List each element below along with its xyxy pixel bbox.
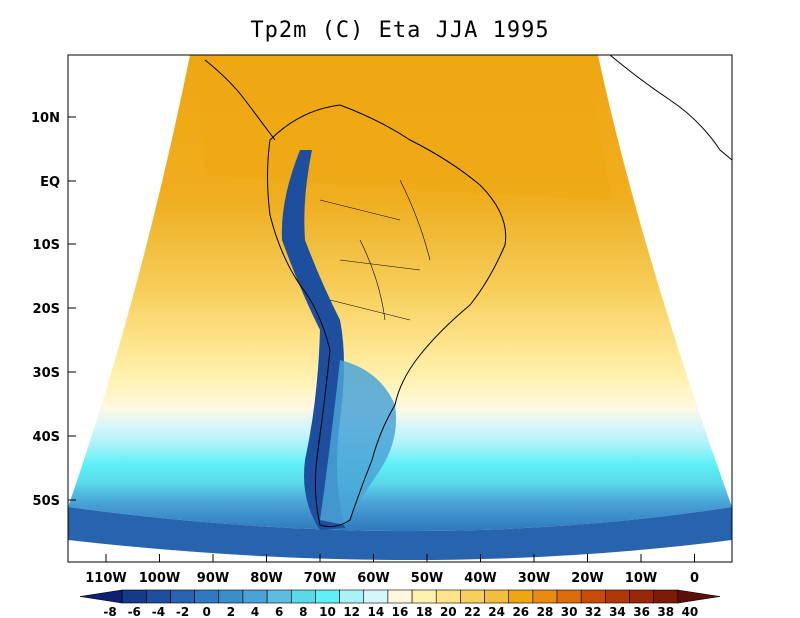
figure-title: Tp2m (C) Eta JJA 1995 bbox=[250, 18, 550, 43]
lon-label: 50W bbox=[411, 571, 443, 586]
lon-label: 70W bbox=[304, 571, 336, 586]
lon-label: 30W bbox=[518, 571, 550, 586]
colorbar-label: 14 bbox=[367, 605, 384, 618]
lat-label: 50S bbox=[33, 494, 60, 509]
colorbar-segment bbox=[79, 589, 123, 604]
colorbar-label: 28 bbox=[537, 605, 554, 618]
lon-label: 10W bbox=[625, 571, 657, 586]
coastlines bbox=[204, 55, 732, 528]
colorbar-label: 10 bbox=[319, 605, 336, 618]
colorbar-segment bbox=[556, 589, 582, 604]
colorbar-segment bbox=[460, 589, 485, 604]
colorbar-label: 2 bbox=[227, 605, 235, 618]
colorbar-label: -6 bbox=[128, 605, 141, 618]
lon-label: 110W bbox=[85, 571, 126, 586]
longitude-axis: 110W 100W 90W 80W 70W 60W 50W 40W 30W 20W 10W 0 bbox=[85, 554, 699, 586]
central-america-outline bbox=[204, 59, 276, 141]
colorbar-segment bbox=[411, 589, 437, 604]
colorbar-label: -8 bbox=[103, 605, 116, 618]
colorbar-segment bbox=[508, 589, 534, 604]
colorbar-segment bbox=[532, 589, 558, 604]
field-andes bbox=[281, 150, 345, 530]
south-america-outline bbox=[267, 104, 507, 528]
field-patagonia bbox=[320, 360, 396, 525]
colorbar-label: 6 bbox=[275, 605, 283, 618]
colorbar-segment bbox=[266, 589, 292, 604]
field-band-south bbox=[68, 507, 732, 560]
lon-label: 100W bbox=[139, 571, 180, 586]
colorbar-segment bbox=[653, 589, 679, 604]
colorbar: -8 -6 -4 -2 0 2 4 6 8 10 12 14 16 18 20 22 24 26 28 30 32 34 3… bbox=[79, 589, 721, 618]
country-borders bbox=[319, 179, 431, 321]
latitude-axis: 10N EQ 10S 20S 30S 40S 50S bbox=[31, 111, 76, 509]
lon-label: 0 bbox=[690, 571, 699, 586]
lat-label: EQ bbox=[40, 175, 60, 190]
lon-label: 20W bbox=[571, 571, 603, 586]
colorbar-segment bbox=[218, 589, 244, 604]
colorbar-label: 4 bbox=[251, 605, 259, 618]
colorbar-label: 22 bbox=[464, 605, 481, 618]
colorbar-label: 38 bbox=[657, 605, 674, 618]
lat-label: 40S bbox=[33, 430, 60, 445]
colorbar-label: 0 bbox=[203, 605, 211, 618]
lon-label: 40W bbox=[464, 571, 496, 586]
lat-label: 20S bbox=[33, 302, 60, 317]
colorbar-segment bbox=[629, 589, 654, 604]
colorbar-label: 16 bbox=[392, 605, 409, 618]
colorbar-label: 30 bbox=[561, 605, 578, 618]
africa-outline bbox=[609, 55, 732, 161]
lon-label: 60W bbox=[357, 571, 389, 586]
colorbar-segment bbox=[194, 589, 220, 604]
colorbar-segment bbox=[146, 589, 171, 604]
colorbar-segment bbox=[435, 589, 461, 604]
colorbar-label: 18 bbox=[416, 605, 433, 618]
colorbar-label: 8 bbox=[299, 605, 307, 618]
colorbar-segment bbox=[677, 589, 721, 604]
colorbar-segment bbox=[580, 589, 606, 604]
colorbar-label: 12 bbox=[343, 605, 360, 618]
colorbar-segment bbox=[387, 589, 413, 604]
colorbar-segment bbox=[121, 589, 147, 604]
lat-label: 10N bbox=[31, 111, 60, 126]
lon-label: 90W bbox=[197, 571, 229, 586]
colorbar-segment bbox=[315, 589, 340, 604]
colorbar-segment bbox=[290, 589, 316, 604]
lat-label: 10S bbox=[33, 238, 60, 253]
colorbar-label: 36 bbox=[633, 605, 650, 618]
colorbar-label: 24 bbox=[488, 605, 505, 618]
lat-label: 30S bbox=[33, 366, 60, 381]
colorbar-segment bbox=[170, 589, 195, 604]
colorbar-label: 26 bbox=[512, 605, 529, 618]
colorbar-segment bbox=[363, 589, 389, 604]
colorbar-label: 20 bbox=[440, 605, 457, 618]
colorbar-label: -2 bbox=[176, 605, 189, 618]
colorbar-label: 40 bbox=[682, 605, 699, 618]
temperature-field bbox=[68, 55, 732, 560]
lon-label: 80W bbox=[250, 571, 282, 586]
colorbar-label: 32 bbox=[585, 605, 602, 618]
colorbar-segment bbox=[339, 589, 365, 604]
colorbar-segment bbox=[242, 589, 268, 604]
colorbar-segment bbox=[605, 589, 630, 604]
colorbar-segment bbox=[484, 589, 510, 604]
colorbar-label: 34 bbox=[609, 605, 626, 618]
colorbar-label: -4 bbox=[152, 605, 165, 618]
